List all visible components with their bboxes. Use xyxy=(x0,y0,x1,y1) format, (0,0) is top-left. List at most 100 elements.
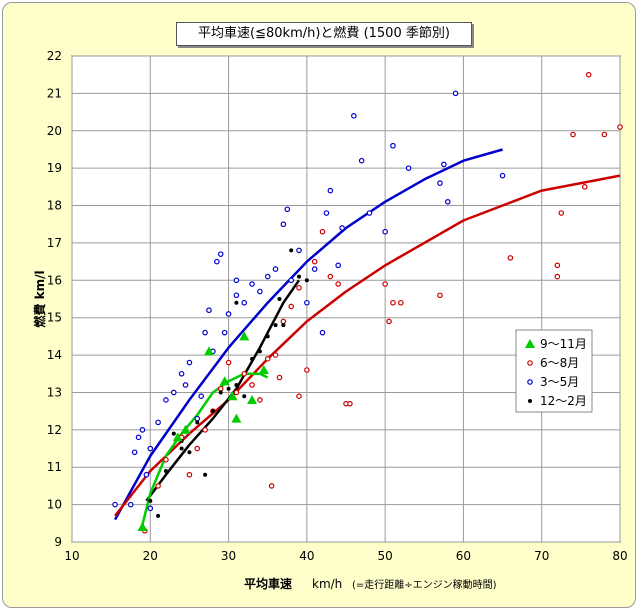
data-point xyxy=(296,393,302,400)
data-point xyxy=(250,356,255,361)
data-point xyxy=(219,376,230,386)
data-point xyxy=(233,277,240,284)
data-point xyxy=(239,331,250,341)
y-tick-label: 22 xyxy=(47,49,62,63)
data-point xyxy=(227,391,238,401)
data-point xyxy=(139,427,146,433)
data-point xyxy=(163,468,168,473)
trend-line xyxy=(139,372,269,532)
data-point xyxy=(339,225,345,231)
data-point xyxy=(335,262,341,269)
data-point xyxy=(210,409,215,414)
data-point xyxy=(347,400,353,407)
data-point xyxy=(172,432,183,442)
data-point xyxy=(558,210,565,216)
x-axis-unit: km/h xyxy=(312,577,342,591)
data-point xyxy=(147,445,154,452)
x-tick-label: 10 xyxy=(64,549,79,563)
y-tick-label: 15 xyxy=(47,311,62,325)
y-tick-label: 11 xyxy=(47,460,62,474)
data-point xyxy=(452,90,459,97)
legend: 9～11月 6～8月 3～5月 12～2月 xyxy=(515,329,593,413)
x-tick-label: 60 xyxy=(456,549,471,563)
data-point xyxy=(264,273,271,280)
data-point xyxy=(366,210,373,216)
data-point xyxy=(437,292,443,299)
data-point xyxy=(257,288,263,295)
data-point xyxy=(554,262,561,269)
data-point xyxy=(233,292,240,299)
data-point xyxy=(155,483,161,489)
data-point xyxy=(581,184,588,190)
trend-line xyxy=(114,174,621,517)
data-point xyxy=(277,297,282,301)
data-point xyxy=(304,299,310,306)
y-tick-label: 10 xyxy=(47,498,62,512)
data-point xyxy=(397,299,404,306)
trend-line xyxy=(114,148,503,521)
data-point xyxy=(585,71,592,78)
data-point xyxy=(170,389,177,396)
data-point xyxy=(304,278,309,283)
grid xyxy=(71,55,621,543)
data-point xyxy=(249,382,255,388)
data-point xyxy=(241,299,248,306)
data-point xyxy=(214,258,220,265)
data-point xyxy=(233,389,240,396)
x-axis-note: (=走行距離÷エンジン稼動時間) xyxy=(352,578,497,591)
data-point xyxy=(276,374,283,381)
data-point xyxy=(186,471,193,478)
data-point xyxy=(257,397,263,403)
data-point xyxy=(382,228,388,235)
data-points xyxy=(112,71,623,534)
data-point xyxy=(135,434,142,441)
data-point xyxy=(147,505,154,512)
data-point xyxy=(202,427,208,433)
data-point xyxy=(195,420,200,425)
data-point xyxy=(206,307,212,314)
data-point xyxy=(297,274,302,279)
x-tick-label: 40 xyxy=(299,549,314,563)
data-point xyxy=(204,346,214,356)
data-point xyxy=(186,359,193,366)
data-point xyxy=(257,349,262,354)
tick-labels: 10 20 30 40 50 60 70 80910111213141516171819202… xyxy=(47,49,628,563)
data-point xyxy=(351,113,357,119)
data-point xyxy=(272,352,279,358)
trend-lines xyxy=(114,148,621,532)
data-point xyxy=(143,471,150,478)
data-point xyxy=(202,329,208,336)
data-point xyxy=(163,456,169,463)
data-point xyxy=(178,370,185,377)
data-point xyxy=(217,385,224,392)
data-point xyxy=(296,284,302,291)
y-tick-label: 9 xyxy=(54,535,62,549)
legend-entry: 9～11月 xyxy=(540,337,587,351)
data-point xyxy=(194,445,201,452)
data-point xyxy=(405,165,412,171)
data-point xyxy=(127,501,134,508)
data-point xyxy=(272,266,279,272)
trend-line xyxy=(145,279,301,502)
data-point xyxy=(288,303,295,310)
data-point xyxy=(112,501,118,508)
data-point xyxy=(327,273,334,280)
data-point xyxy=(289,248,294,253)
data-point xyxy=(527,360,533,366)
data-point xyxy=(234,300,239,305)
data-point xyxy=(390,142,396,149)
data-point xyxy=(180,424,191,434)
data-point xyxy=(296,247,302,254)
y-tick-label: 17 xyxy=(47,236,62,250)
data-point xyxy=(249,281,255,287)
data-point xyxy=(601,131,608,138)
data-point xyxy=(570,131,576,138)
data-point xyxy=(156,513,161,518)
data-point xyxy=(187,450,192,455)
data-point xyxy=(221,329,228,336)
data-point xyxy=(441,161,447,168)
data-point xyxy=(499,172,506,179)
x-axis-label: 平均車速 xyxy=(244,576,292,591)
y-tick-label: 20 xyxy=(47,124,62,138)
